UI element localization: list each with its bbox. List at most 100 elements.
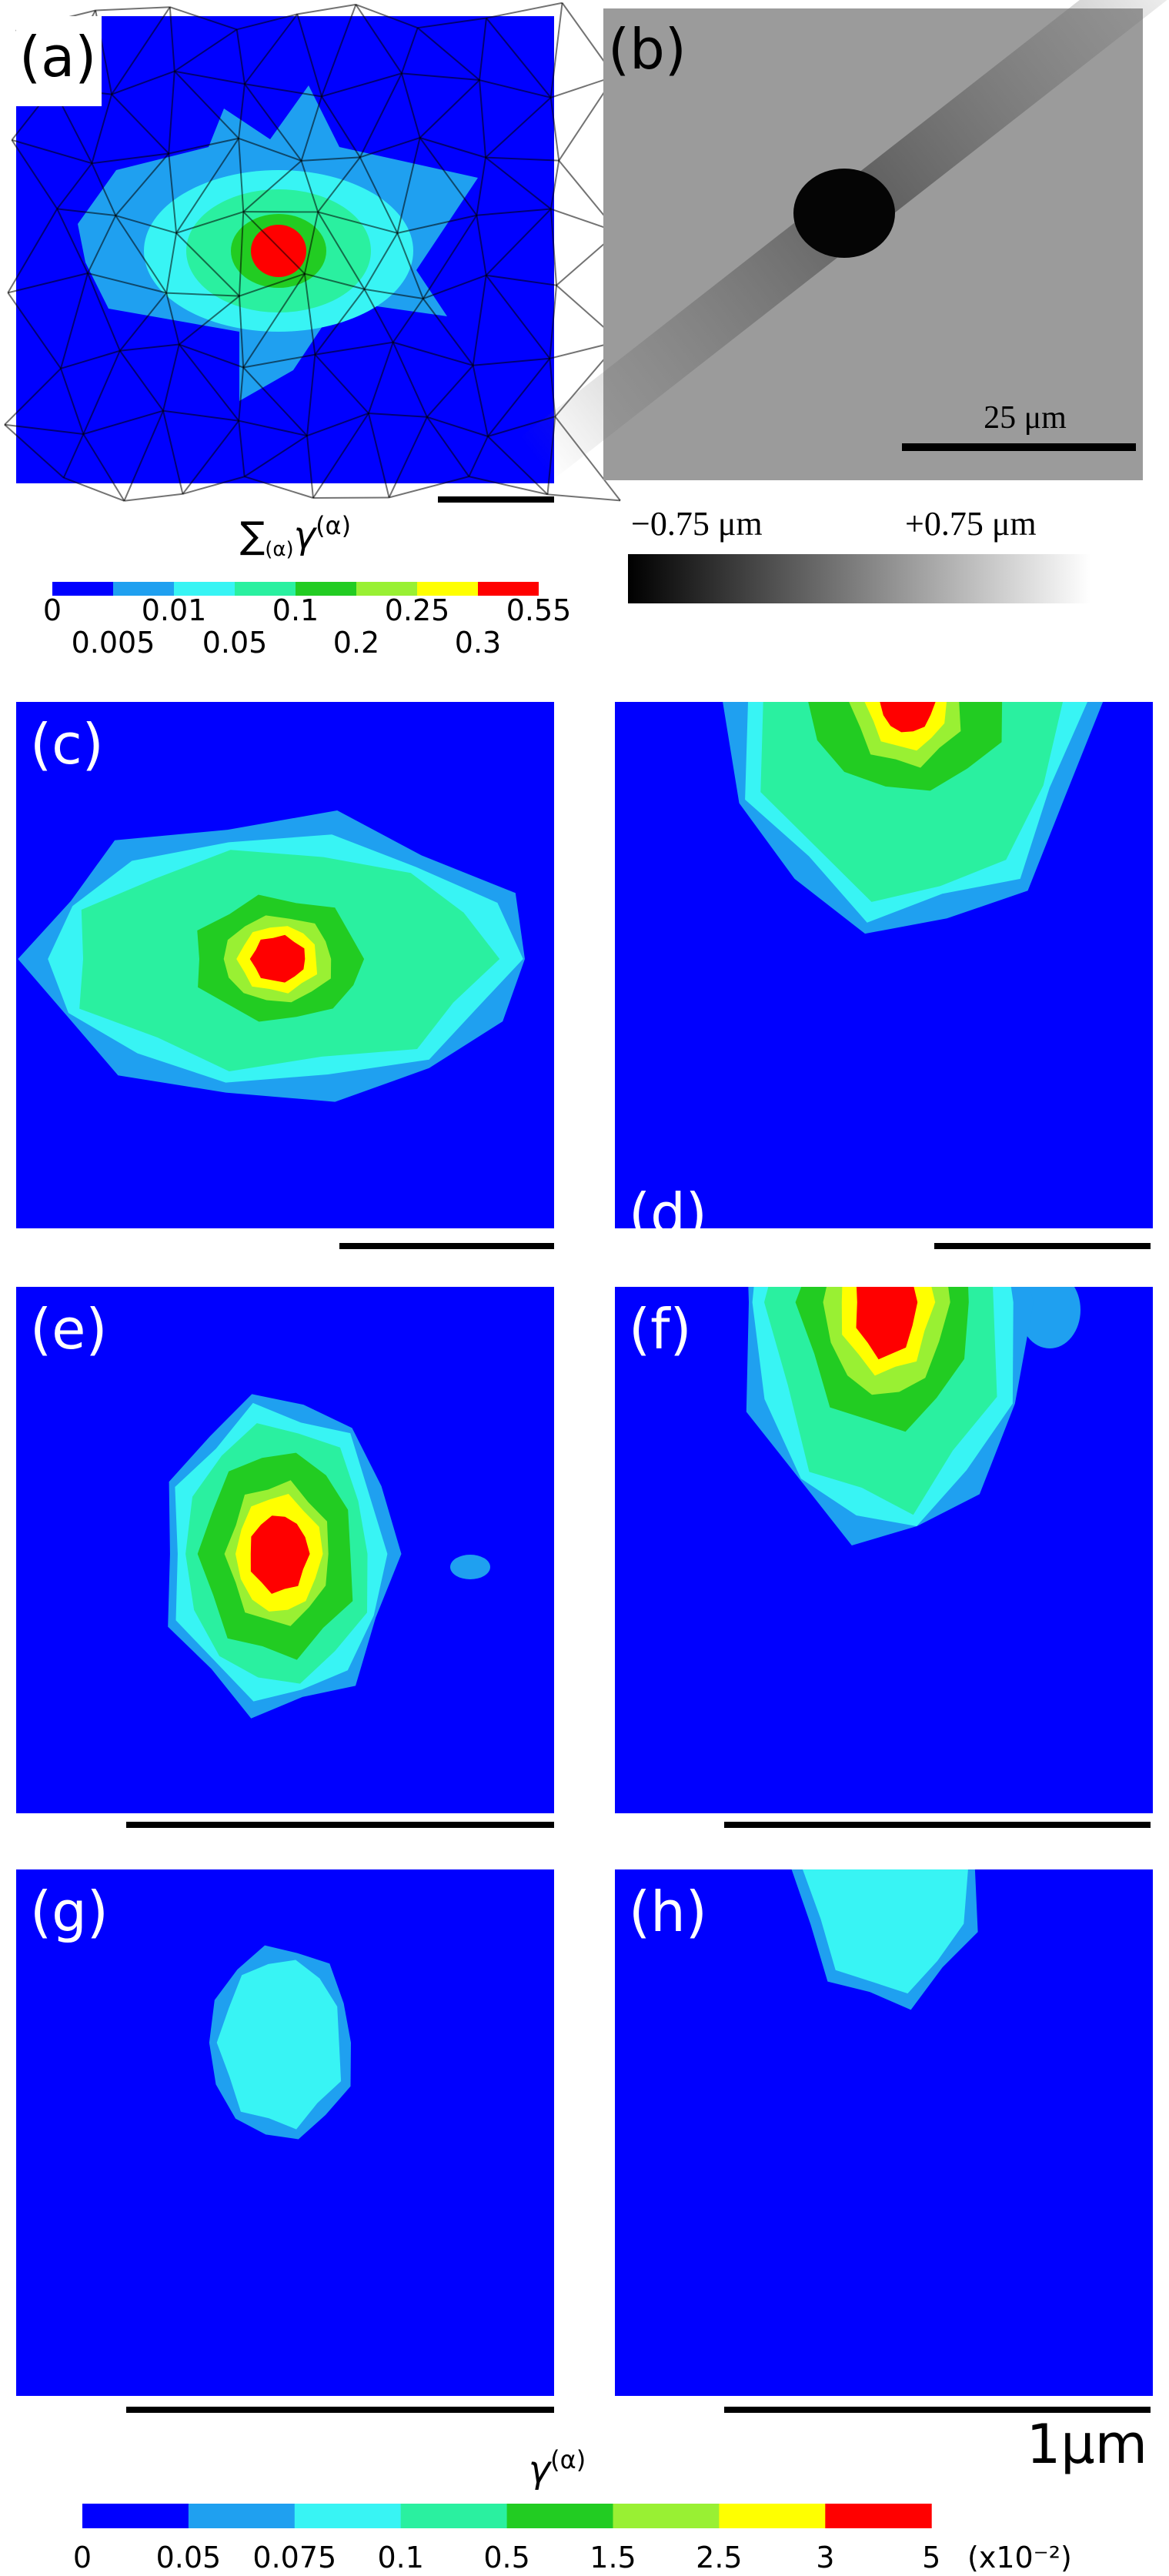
mesh-edge xyxy=(476,157,486,216)
mesh-edge xyxy=(174,70,239,139)
colorbar-tick-label: 1.5 xyxy=(590,2541,636,2574)
mesh-edge xyxy=(7,208,58,293)
mesh-edge xyxy=(244,435,308,478)
colorbar-segment xyxy=(82,2504,189,2528)
contour-panel: (g) xyxy=(16,1869,554,2396)
panel-label: (e) xyxy=(30,1297,107,1362)
mesh-edge xyxy=(87,215,117,274)
label-box xyxy=(16,16,102,106)
mesh-edge xyxy=(111,6,171,95)
colorbar-tick-label: 0.5 xyxy=(483,2541,529,2574)
mesh-edge xyxy=(312,496,389,499)
colorbar-multiplier: (x10⁻²) xyxy=(967,2541,1072,2574)
mesh-edge xyxy=(63,476,125,502)
colorbar-tick-label: 0.3 xyxy=(455,626,501,660)
mesh-edge xyxy=(168,153,178,233)
mesh-edge xyxy=(111,70,175,95)
mesh-edge xyxy=(549,358,556,417)
colorbar-segment xyxy=(825,2504,932,2528)
contour-area xyxy=(16,1869,554,2396)
mesh-edge xyxy=(162,410,184,495)
mesh-edge xyxy=(238,296,245,368)
mesh-edge xyxy=(321,95,361,158)
mesh-edge xyxy=(419,137,478,216)
scale-bar xyxy=(934,1243,1151,1249)
mesh-edge xyxy=(364,288,423,300)
mesh-edge xyxy=(119,350,164,412)
mesh-edge xyxy=(169,7,175,72)
mesh-edge xyxy=(296,14,322,97)
mesh-edge xyxy=(363,289,394,343)
contour-area xyxy=(16,702,554,1228)
mesh-edge xyxy=(363,232,399,290)
mesh-edge xyxy=(175,232,240,297)
colorbar-segment xyxy=(506,2504,613,2528)
mesh-edge xyxy=(87,272,167,294)
colorbar-tick-label: 0.1 xyxy=(377,2541,423,2574)
mesh-edge xyxy=(7,292,62,369)
panel-label: (c) xyxy=(30,712,104,777)
mesh-edge xyxy=(417,17,487,29)
colorbar-tick-label: 0 xyxy=(73,2541,92,2574)
panel-a: (a) xyxy=(4,2,621,502)
scale-bar xyxy=(126,1822,554,1828)
mesh-edge xyxy=(306,436,314,499)
mesh-edge xyxy=(244,83,302,162)
indent xyxy=(793,169,895,258)
mesh-edge xyxy=(62,433,85,479)
mesh-edge xyxy=(317,211,366,290)
mesh-edge xyxy=(359,137,420,159)
colorbar-segment xyxy=(613,2504,720,2528)
mesh-edge xyxy=(392,341,474,366)
mesh-edge xyxy=(174,70,245,85)
mesh-edge xyxy=(162,409,239,422)
colorbar-tick-label: 0 xyxy=(43,593,62,627)
mesh-edge xyxy=(238,367,245,421)
mesh-edge xyxy=(115,215,168,294)
mesh-edge xyxy=(396,137,421,234)
mesh-edge xyxy=(401,72,480,82)
mesh-edge xyxy=(417,27,480,81)
mesh-edge xyxy=(119,343,179,352)
mesh-edge xyxy=(485,156,552,210)
mesh-edge xyxy=(82,350,121,435)
mesh-edge xyxy=(479,79,551,99)
mesh-edge xyxy=(56,208,89,274)
mesh-edge xyxy=(368,412,427,418)
mesh-edge xyxy=(392,298,424,343)
contour xyxy=(249,934,306,983)
mesh-edge xyxy=(175,138,239,234)
mesh-edge xyxy=(12,139,92,165)
title-part: ∑ xyxy=(240,514,265,557)
mesh-edge xyxy=(469,476,548,496)
mesh-edge xyxy=(487,436,549,496)
mesh-edge xyxy=(168,71,175,154)
mesh-edge xyxy=(115,152,170,216)
mesh-edge xyxy=(82,433,125,502)
mesh-edge xyxy=(314,354,369,414)
contour xyxy=(880,702,936,733)
scale-label: 25 μm xyxy=(984,400,1067,436)
mesh-edge xyxy=(242,211,306,275)
mesh-edge xyxy=(182,420,240,495)
mesh-edge xyxy=(486,274,557,286)
mesh xyxy=(4,2,621,502)
mesh-edge xyxy=(400,27,419,74)
mesh-edge xyxy=(486,17,552,99)
title-part: (α) xyxy=(265,538,293,561)
title-part: (α) xyxy=(316,511,351,540)
mesh-edge xyxy=(549,160,560,209)
scale-bar xyxy=(339,1243,554,1249)
mesh-edge xyxy=(91,162,117,216)
colorbar-tick-label: 0.005 xyxy=(72,626,155,660)
title-part: (α) xyxy=(550,2445,586,2474)
colorbar-segment xyxy=(417,582,478,596)
mesh-edge xyxy=(485,275,551,359)
colorbar-segment xyxy=(52,582,113,596)
mesh-edge xyxy=(87,272,121,352)
mesh-edge xyxy=(486,2,563,19)
colorbar-tick-label: 0.55 xyxy=(506,593,572,627)
colorbar-tick-label: 0.2 xyxy=(333,626,379,660)
mesh-edge xyxy=(549,97,560,161)
mesh-edge xyxy=(83,409,164,435)
